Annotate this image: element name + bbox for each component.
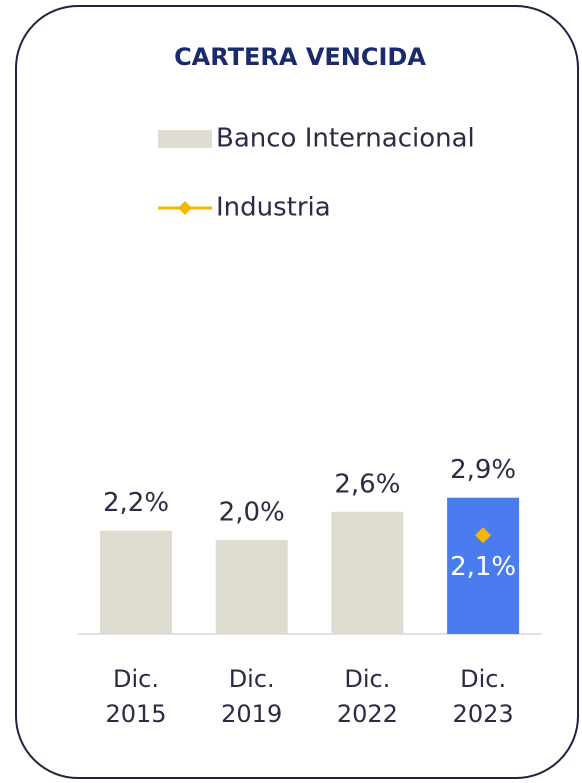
x-tick-label: Dic. 2015 [105, 665, 167, 728]
legend-label: Industria [216, 193, 331, 223]
legend-swatch [158, 130, 212, 148]
x-tick-label: Dic. 2023 [452, 665, 514, 728]
bar [215, 540, 288, 634]
chart-title: CARTERA VENCIDA [174, 43, 426, 71]
x-tick-label: Dic. 2019 [221, 665, 283, 728]
legend-label: Banco Internacional [216, 124, 475, 154]
bar [447, 497, 520, 634]
x-tick-label: Dic. 2022 [336, 665, 398, 728]
value-label: 2,9% [450, 455, 516, 485]
value-label: 2,0% [219, 498, 285, 528]
legend-marker [178, 201, 192, 215]
value-label: 2,6% [334, 469, 400, 499]
line-marker [475, 527, 492, 544]
bar [100, 530, 172, 634]
value-label: 2,1% [450, 552, 516, 582]
bar [331, 511, 404, 634]
value-label: 2,2% [103, 488, 169, 518]
